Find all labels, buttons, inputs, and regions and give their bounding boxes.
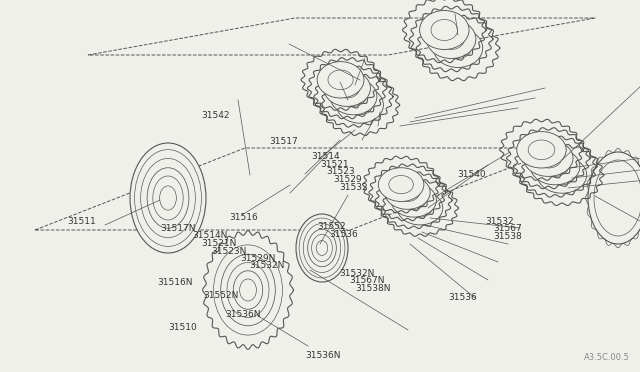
Ellipse shape [324, 70, 371, 106]
Ellipse shape [130, 143, 206, 253]
Text: 31529N: 31529N [240, 254, 275, 263]
Ellipse shape [391, 183, 436, 217]
Text: 31542: 31542 [202, 111, 230, 120]
Ellipse shape [341, 87, 366, 106]
Ellipse shape [408, 199, 432, 217]
Ellipse shape [389, 176, 413, 194]
Text: 31521: 31521 [320, 160, 349, 169]
Text: 31517N: 31517N [160, 224, 195, 232]
Text: 31538N: 31538N [355, 284, 390, 293]
Ellipse shape [296, 214, 348, 282]
Ellipse shape [397, 191, 443, 225]
Ellipse shape [438, 29, 465, 49]
Ellipse shape [420, 10, 469, 49]
Ellipse shape [348, 95, 372, 115]
Ellipse shape [316, 241, 328, 256]
Text: 31552: 31552 [317, 222, 346, 231]
Text: 31510: 31510 [168, 323, 196, 332]
Text: 31523: 31523 [326, 167, 355, 176]
Ellipse shape [395, 183, 420, 202]
Ellipse shape [433, 29, 483, 67]
Ellipse shape [221, 254, 275, 326]
Ellipse shape [531, 148, 580, 185]
Text: 31514: 31514 [312, 152, 340, 161]
Text: 31532: 31532 [339, 183, 368, 192]
Text: 31567N: 31567N [349, 276, 384, 285]
Text: 31514N: 31514N [192, 231, 227, 240]
Text: 31536: 31536 [330, 230, 358, 239]
Text: 31532N: 31532N [250, 262, 285, 270]
Ellipse shape [147, 168, 189, 228]
Text: 31567: 31567 [493, 224, 522, 233]
Ellipse shape [445, 38, 471, 58]
Text: 31552N: 31552N [203, 291, 239, 300]
Ellipse shape [524, 140, 573, 176]
Ellipse shape [528, 140, 555, 160]
Ellipse shape [328, 70, 353, 90]
Text: 31523N: 31523N [211, 247, 246, 256]
Text: 31516N: 31516N [157, 278, 192, 287]
Ellipse shape [542, 157, 568, 176]
Ellipse shape [335, 78, 360, 98]
Text: 31532: 31532 [485, 217, 514, 226]
Text: 31536N: 31536N [225, 310, 261, 319]
Ellipse shape [308, 229, 336, 267]
Ellipse shape [317, 62, 364, 98]
Ellipse shape [159, 186, 177, 210]
Ellipse shape [431, 19, 458, 41]
Text: 31511: 31511 [67, 217, 96, 226]
Ellipse shape [538, 157, 587, 193]
Ellipse shape [378, 168, 424, 202]
Text: 31521N: 31521N [202, 239, 237, 248]
Ellipse shape [234, 271, 262, 309]
Ellipse shape [337, 87, 383, 123]
Ellipse shape [516, 132, 566, 168]
Ellipse shape [385, 176, 430, 209]
Text: 31536: 31536 [448, 293, 477, 302]
Text: 31538: 31538 [493, 232, 522, 241]
Text: A3.5C.00.5: A3.5C.00.5 [584, 353, 630, 362]
Ellipse shape [426, 19, 476, 58]
Text: 31540: 31540 [458, 170, 486, 179]
Ellipse shape [548, 165, 575, 185]
Ellipse shape [588, 152, 640, 244]
Text: 31517: 31517 [269, 137, 298, 146]
Ellipse shape [401, 191, 426, 209]
Text: 31536N: 31536N [305, 351, 341, 360]
Text: 31516: 31516 [229, 213, 258, 222]
Text: 31529: 31529 [333, 175, 362, 184]
Text: 31532N: 31532N [339, 269, 374, 278]
Ellipse shape [330, 78, 377, 115]
Ellipse shape [535, 148, 562, 168]
